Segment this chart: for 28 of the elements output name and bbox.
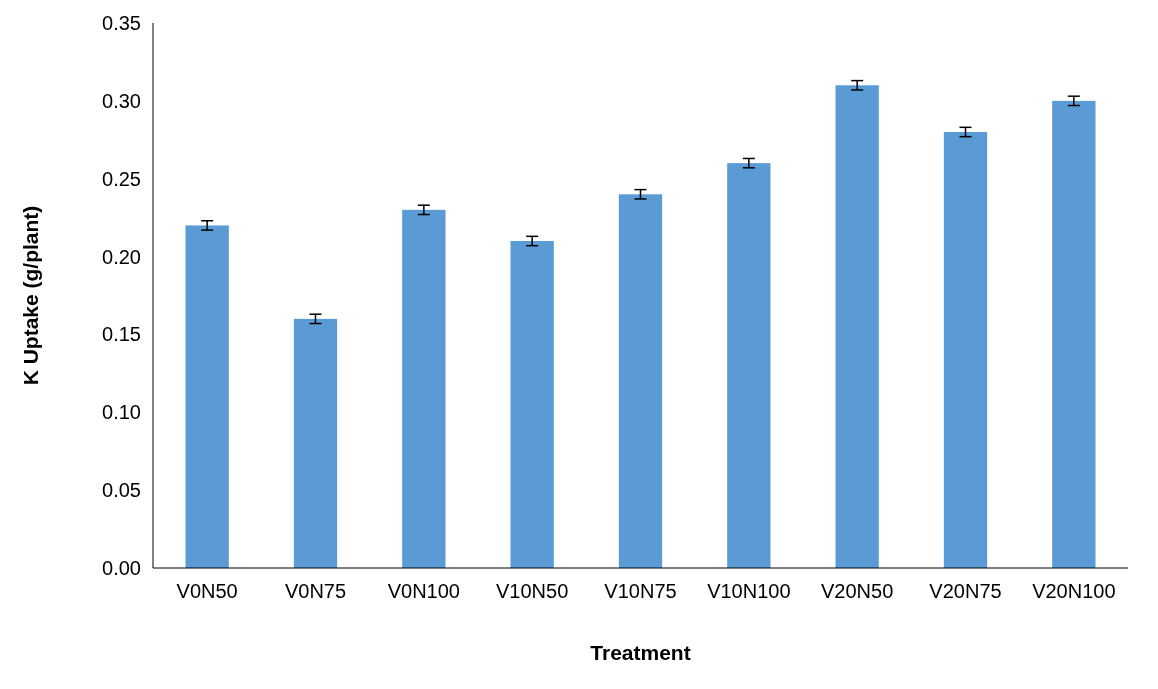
bar <box>293 318 338 568</box>
x-tick-label: V20N75 <box>929 580 1002 602</box>
x-axis-title: Treatment <box>590 641 691 664</box>
x-tick-label: V10N50 <box>496 580 569 602</box>
y-tick-label: 0.05 <box>102 479 141 502</box>
bar <box>1052 100 1096 568</box>
bar <box>618 194 663 568</box>
x-tick-label: V0N100 <box>387 580 460 602</box>
x-tick-label: V0N75 <box>284 580 347 602</box>
y-tick-label: 0.30 <box>102 89 141 112</box>
y-tick-label: 0.25 <box>102 167 141 190</box>
bar <box>185 225 229 568</box>
y-tick-label: 0.00 <box>102 557 141 579</box>
bar <box>727 163 771 568</box>
x-tick-label: V20N100 <box>1032 580 1116 602</box>
y-tick-label: 0.15 <box>102 323 141 346</box>
bar <box>943 132 988 568</box>
x-tick-label: V10N100 <box>707 580 791 602</box>
x-tick-label: V20N50 <box>821 580 894 602</box>
y-tick-label: 0.20 <box>102 245 141 268</box>
x-tick-label: V0N50 <box>176 580 238 602</box>
x-tick-label: V10N75 <box>604 580 677 602</box>
bar <box>510 241 554 568</box>
y-axis-title: K Uptake (g/plant) <box>19 205 42 386</box>
y-tick-label: 0.10 <box>102 401 141 424</box>
y-tick-label: 0.35 <box>102 12 141 34</box>
bar <box>402 209 446 568</box>
bar <box>835 85 879 568</box>
